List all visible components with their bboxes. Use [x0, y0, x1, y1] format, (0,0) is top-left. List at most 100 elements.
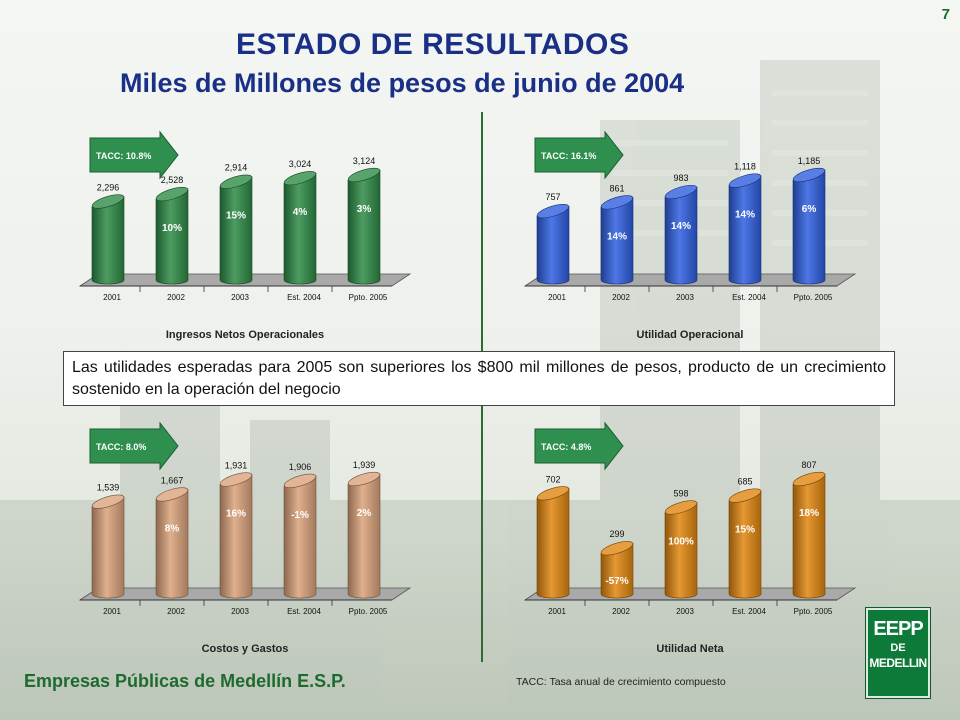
growth-label: 8%: [165, 523, 180, 534]
bar-body: [728, 175, 762, 285]
bar-2001: [536, 486, 570, 599]
bar-top: [792, 471, 826, 487]
value-label: 757: [545, 192, 560, 202]
bar-top: [283, 171, 317, 186]
page-subtitle: Miles de Millones de pesos de junio de 2…: [120, 68, 685, 98]
growth-label: 3%: [357, 204, 372, 215]
category-label: Ppto. 2005: [349, 293, 388, 302]
bar-2001: [536, 204, 570, 285]
value-label: 861: [609, 183, 624, 193]
growth-label: 14%: [735, 210, 755, 221]
bar-top: [155, 186, 189, 202]
tacc-arrow: [89, 130, 179, 180]
bar-est-2004: [283, 171, 317, 285]
value-label: 3,124: [353, 156, 376, 166]
category-label: 2001: [103, 293, 121, 302]
bar-est-2004: [728, 173, 762, 285]
category-label: 2001: [103, 607, 121, 616]
value-label: 685: [737, 477, 752, 487]
category-label: Ppto. 2005: [794, 607, 833, 616]
value-label: 598: [673, 488, 688, 498]
category-label: 2003: [231, 293, 249, 302]
value-label: 1,539: [97, 483, 120, 493]
category-label: Est. 2004: [287, 293, 321, 302]
chart-ingresos-netos: TACC: 10.8% 2,296 2001 2,528 10% 2002 2,914 15%…: [78, 130, 412, 341]
bar-body: [600, 196, 634, 285]
category-label: 2001: [548, 293, 566, 302]
summary-callout: Las utilidades esperadas para 2005 son s…: [63, 351, 895, 406]
growth-label: 14%: [671, 221, 691, 232]
chart-title: Ingresos Netos Operacionales: [166, 329, 324, 341]
chart-title: Costos y Gastos: [202, 643, 289, 655]
category-label: 2002: [167, 607, 185, 616]
tacc-arrow: [534, 421, 624, 471]
bar-body: [283, 172, 317, 285]
growth-label: 15%: [226, 211, 246, 222]
bar-body: [792, 473, 826, 599]
bar-ppto-2005: [347, 167, 381, 285]
value-label: 702: [545, 474, 560, 484]
category-label: 2002: [612, 293, 630, 302]
company-name: Empresas Públicas de Medellín E.S.P.: [24, 671, 346, 691]
value-label: 1,906: [289, 462, 312, 472]
tacc-label: TACC: 16.1%: [541, 151, 596, 161]
bar-body: [536, 205, 570, 285]
chart-panel-utilidad-operacional: TACC: 16.1% 757 2001 861 14% 2002 983 14% 2003 1,…: [505, 118, 865, 348]
bar-2003: [219, 174, 253, 285]
chart-panel-utilidad-neta: TACC: 4.8% 702 2001 299 -57% 2002 598 100% 2003 6…: [505, 420, 865, 660]
bar-body: [91, 496, 125, 599]
value-label: 2,296: [97, 183, 120, 193]
bar-body: [155, 188, 189, 285]
category-label: Ppto. 2005: [349, 607, 388, 616]
chart-utilidad-operacional: TACC: 16.1% 757 2001 861 14% 2002 983 14% 2003 1,…: [523, 130, 857, 341]
chart-title: Utilidad Neta: [656, 643, 724, 655]
page-title: ESTADO DE RESULTADOS: [236, 28, 630, 61]
bar-2002: [600, 541, 634, 599]
bar-top: [536, 486, 570, 501]
bar-2002: [600, 195, 634, 285]
category-label: 2002: [612, 607, 630, 616]
tacc-arrow: [534, 130, 624, 180]
chart-title: Utilidad Operacional: [637, 329, 744, 341]
category-label: 2003: [676, 293, 694, 302]
bar-top: [347, 471, 381, 487]
chart-panel-ingresos: TACC: 10.8% 2,296 2001 2,528 10% 2002 2,914 15%…: [60, 118, 420, 348]
tacc-label: TACC: 8.0%: [96, 442, 146, 452]
bar-2002: [155, 186, 189, 285]
value-label: 807: [801, 460, 816, 470]
bar-top: [792, 167, 826, 183]
category-label: 2003: [231, 607, 249, 616]
value-label: 1,118: [734, 162, 756, 172]
growth-label: 100%: [668, 536, 694, 547]
bar-top: [219, 174, 253, 189]
bar-top: [664, 184, 698, 200]
bar-body: [664, 186, 698, 285]
bar-top: [536, 204, 570, 219]
bar-2003: [664, 500, 698, 599]
bar-2001: [91, 194, 125, 285]
category-label: Est. 2004: [732, 607, 766, 616]
bar-top: [728, 488, 762, 503]
bar-ppto-2005: [347, 471, 381, 599]
growth-label: -1%: [291, 510, 309, 521]
bar-top: [91, 494, 125, 509]
bar-body: [347, 473, 381, 599]
bar-top: [728, 173, 762, 188]
tacc-label: TACC: 10.8%: [96, 151, 151, 161]
category-label: 2001: [548, 607, 566, 616]
value-label: 3,024: [289, 159, 312, 169]
value-label: 2,914: [225, 163, 248, 173]
value-label: 1,185: [798, 156, 821, 166]
page-number: 7: [941, 6, 950, 23]
bar-top: [347, 167, 381, 183]
chart-costos-gastos: TACC: 8.0% 1,539 2001 1,667 8% 2002 1,931 16% 20…: [78, 421, 412, 655]
category-label: Est. 2004: [287, 607, 321, 616]
bar-body: [155, 489, 189, 599]
bar-top: [600, 541, 634, 556]
value-label: 299: [609, 529, 624, 539]
bar-est-2004: [728, 488, 762, 599]
growth-label: 6%: [802, 204, 817, 215]
growth-label: 2%: [357, 508, 372, 519]
bar-2003: [664, 184, 698, 285]
value-label: 983: [673, 173, 688, 183]
